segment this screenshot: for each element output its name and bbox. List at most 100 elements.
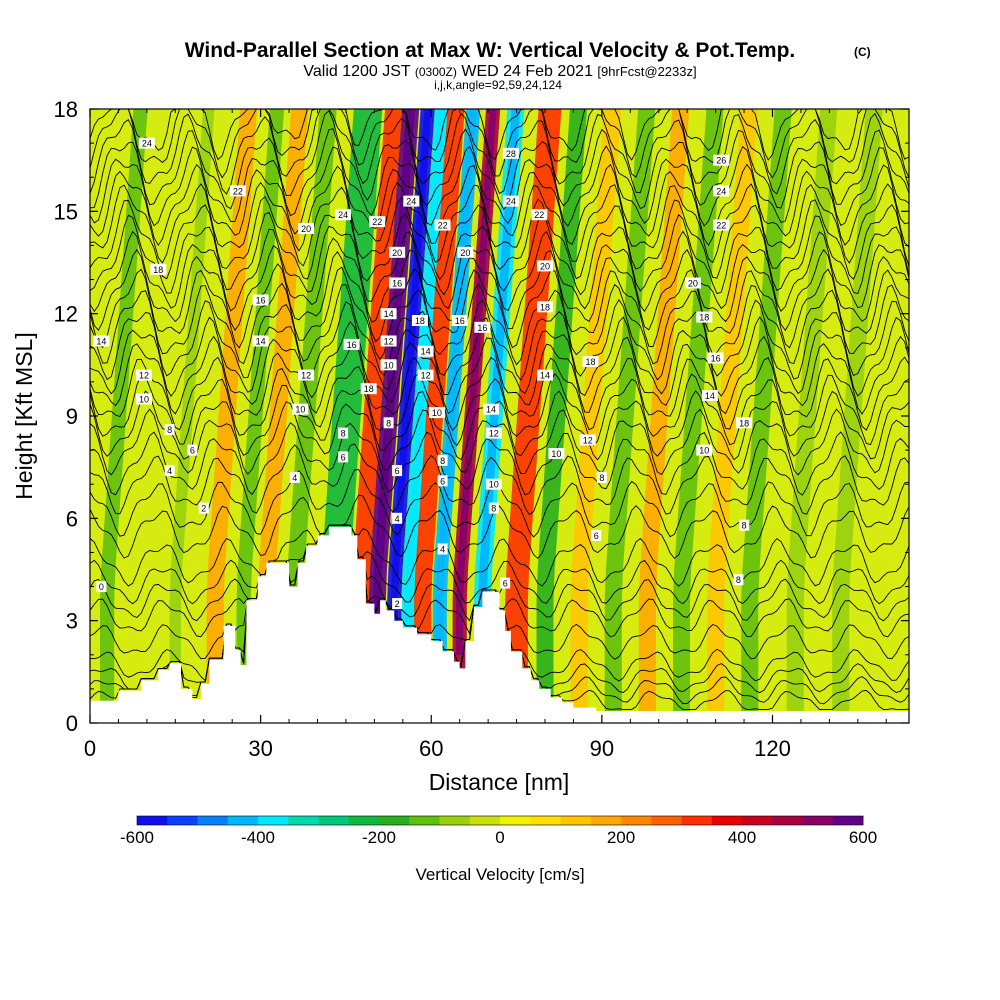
contour-label-text: 12 <box>421 371 431 381</box>
contour-label-5: 14 <box>93 335 110 347</box>
contour-label-text: 4 <box>395 514 400 524</box>
contour-label-53: 10 <box>548 448 565 459</box>
contour-label-6: 14 <box>252 335 269 347</box>
contour-label-bg <box>187 444 198 456</box>
contour-label-68: 10 <box>696 444 713 456</box>
contour-label-bg <box>457 246 474 258</box>
contour-label-30: 6 <box>392 465 403 477</box>
contour-label-text: 24 <box>506 197 516 207</box>
contour-label-32: 2 <box>392 598 403 610</box>
contour-label-text: 12 <box>489 429 499 439</box>
contour-label-text: 6 <box>341 452 346 462</box>
velocity-band-16 <box>536 109 587 723</box>
contour-label-text: 24 <box>716 186 726 196</box>
velocity-core-8 <box>373 109 415 655</box>
contour-label-58: 8 <box>596 471 607 483</box>
contour-label-35: 18 <box>411 315 428 326</box>
contour-label-36: 16 <box>451 315 468 326</box>
contour-label-bg <box>488 502 499 514</box>
contour-label-50: 14 <box>537 369 553 381</box>
contour-label-bg <box>343 338 360 350</box>
contour-label-25: 16 <box>389 277 406 289</box>
contour-label-21: 8 <box>338 427 349 439</box>
contour-label-bg <box>229 185 246 197</box>
contour-label-text: 6 <box>190 446 195 456</box>
contour-label-54: 8 <box>488 502 499 514</box>
colorbar-swatch <box>288 816 319 825</box>
contour-label-text: 16 <box>347 340 357 350</box>
colorbar-swatch <box>379 816 410 825</box>
contour-label-10: 10 <box>292 403 309 415</box>
theta-contour-62 <box>90 109 909 195</box>
contour-label-bg <box>338 451 349 463</box>
colorbar-swatch <box>742 816 773 825</box>
terrain <box>90 526 909 723</box>
contour-label-text: 4 <box>440 545 445 555</box>
subtitle-utc: (0300Z) <box>415 65 457 79</box>
theta-contour-30 <box>90 384 909 461</box>
contour-label-text: 8 <box>742 521 747 531</box>
contour-label-bg <box>582 355 599 367</box>
contour-label-text: 4 <box>167 466 172 476</box>
contour-label-bg <box>292 403 309 415</box>
theta-contour-34 <box>90 342 909 432</box>
contour-label-text: 20 <box>540 261 550 271</box>
contour-label-text: 20 <box>460 248 470 258</box>
contour-label-text: 16 <box>711 354 721 364</box>
contour-label-17: 24 <box>335 209 352 221</box>
theta-contour-52 <box>90 186 909 281</box>
contour-label-bg <box>531 209 548 221</box>
contour-label-40: 8 <box>437 454 448 466</box>
contour-label-text: 10 <box>489 480 499 490</box>
contour-label-text: 4 <box>292 473 297 483</box>
contour-label-text: 8 <box>491 504 496 514</box>
contour-label-13: 4 <box>164 465 175 477</box>
velocity-band-18 <box>604 109 656 723</box>
contour-label-bg <box>591 529 602 541</box>
contour-label-bg <box>537 260 553 272</box>
contour-label-11: 8 <box>164 424 175 436</box>
colorbar-tick-label: 600 <box>849 828 877 847</box>
contour-label-1: 22 <box>229 185 246 197</box>
colorbar-tick-label: -600 <box>120 828 154 847</box>
contour-label-text: 14 <box>256 337 266 347</box>
contour-label-28: 10 <box>380 359 397 371</box>
contour-label-bg <box>360 383 377 395</box>
colorbar-swatch <box>590 816 622 825</box>
contour-label-bg <box>335 209 352 221</box>
contour-label-bg <box>713 185 730 197</box>
contour-label-4: 16 <box>252 294 269 306</box>
contour-label-26: 14 <box>380 308 397 320</box>
contour-label-bg <box>548 448 565 459</box>
contour-label-text: 8 <box>386 418 391 428</box>
contour-label-text: 12 <box>583 435 593 445</box>
contour-label-bg <box>500 577 511 589</box>
x-tick-label: 90 <box>590 736 614 761</box>
contour-label-bg <box>403 195 420 207</box>
colorbar-tick-label: 0 <box>495 828 504 847</box>
contour-label-66: 14 <box>701 390 718 401</box>
x-axis: 0 30 60 90 120 <box>84 109 887 761</box>
y-tick-label: 6 <box>66 506 78 531</box>
contour-label-text: 6 <box>594 531 599 541</box>
colorbar-frame <box>136 815 864 826</box>
colorbar-tick-label: -400 <box>241 828 275 847</box>
theta-contour-56 <box>90 146 909 247</box>
contour-label-60: 26 <box>713 154 730 166</box>
contour-label-text: 10 <box>139 394 149 404</box>
contour-label-text: 0 <box>99 582 104 592</box>
contour-label-text: 22 <box>716 221 726 231</box>
contour-label-64: 18 <box>696 311 713 323</box>
colorbar-swatch <box>711 816 743 825</box>
colorbar-swatch <box>530 816 561 825</box>
contour-label-23: 24 <box>403 195 420 207</box>
contour-label-49: 14 <box>483 403 499 415</box>
contour-label-bg <box>392 598 403 610</box>
contour-label-24: 20 <box>389 246 406 258</box>
contour-label-55: 6 <box>500 577 511 589</box>
contour-label-bg <box>383 417 394 429</box>
velocity-core-10 <box>404 109 446 655</box>
contour-label-text: 8 <box>599 473 604 483</box>
contour-label-text: 22 <box>372 217 382 227</box>
contour-label-15: 2 <box>198 502 209 514</box>
